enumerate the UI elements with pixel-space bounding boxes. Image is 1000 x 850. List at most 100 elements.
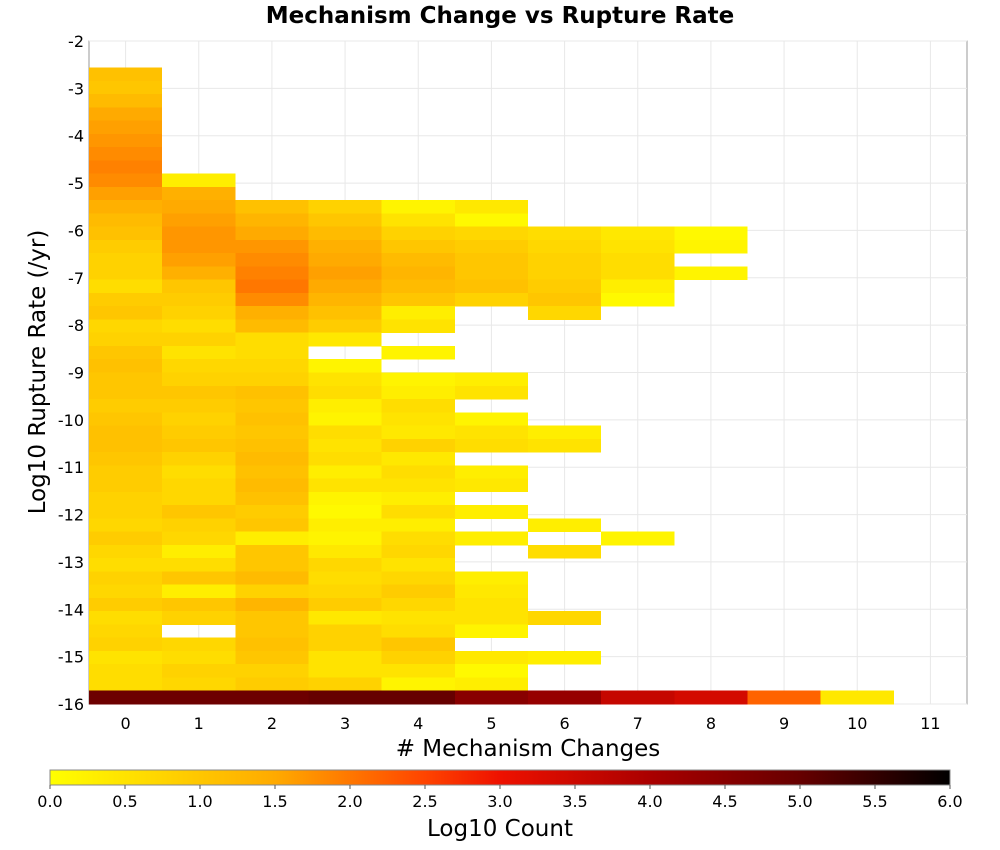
heatmap-cell (381, 239, 455, 254)
heatmap-cell (89, 147, 163, 161)
heatmap-cell (89, 306, 163, 320)
y-tick-label: -10 (58, 411, 84, 430)
heatmap-cell (162, 345, 236, 360)
heatmap-cell (308, 292, 382, 307)
heatmap-cell (308, 558, 382, 572)
heatmap-cell (89, 200, 163, 214)
heatmap-cell (454, 226, 528, 241)
colorbar-tick-label: 4.5 (712, 792, 737, 811)
y-tick-label: -9 (68, 364, 84, 383)
heatmap-cell (528, 239, 602, 254)
heatmap-cell (381, 372, 455, 387)
heatmap-cell (162, 677, 236, 692)
heatmap-cell (381, 412, 455, 426)
heatmap-cell (674, 690, 748, 705)
heatmap-cell (674, 226, 748, 241)
heatmap-cell (381, 213, 455, 228)
heatmap-cell (601, 253, 675, 267)
heatmap-cell (528, 690, 602, 705)
x-tick-label: 8 (706, 714, 716, 733)
heatmap-cell (235, 531, 309, 546)
heatmap-cell (454, 571, 528, 586)
y-tick-label: -4 (68, 127, 84, 146)
y-tick-label: -12 (58, 506, 84, 525)
heatmap-cell (454, 611, 528, 625)
heatmap-cell (528, 611, 602, 625)
heatmap-cell (235, 650, 309, 665)
y-tick-label: -3 (68, 79, 84, 98)
heatmap-cell (235, 266, 309, 281)
heatmap-cell (308, 465, 382, 479)
colorbar-tick-label: 5.5 (862, 792, 887, 811)
heatmap-cell (162, 319, 236, 334)
heatmap-cell (601, 266, 675, 281)
heatmap-cell (89, 425, 163, 440)
heatmap-cell (308, 624, 382, 639)
heatmap-cell (89, 677, 163, 692)
heatmap-cell (89, 319, 163, 334)
heatmap-cell (235, 491, 309, 506)
heatmap-cell (235, 332, 309, 347)
heatmap-cell (381, 505, 455, 519)
heatmap-cell (454, 584, 528, 599)
heatmap-cell (162, 359, 236, 373)
heatmap-cell (235, 478, 309, 493)
x-tick-label: 1 (194, 714, 204, 733)
heatmap-cell (235, 597, 309, 612)
heatmap-cell (89, 266, 163, 281)
heatmap-cell (89, 690, 163, 705)
heatmap-cell (528, 292, 602, 307)
heatmap-cell (381, 399, 455, 413)
heatmap-cell (235, 279, 309, 294)
heatmap-cell (308, 332, 382, 347)
heatmap-cell (162, 571, 236, 586)
heatmap-cell (235, 412, 309, 426)
heatmap-cell (308, 306, 382, 320)
heatmap-cell (381, 650, 455, 665)
heatmap-cell (308, 611, 382, 625)
heatmap-cell (89, 253, 163, 267)
x-tick-label: 2 (267, 714, 277, 733)
heatmap-cell (454, 677, 528, 692)
heatmap-cell (162, 226, 236, 241)
heatmap-cell (162, 173, 236, 188)
heatmap-cell (308, 372, 382, 387)
heatmap-cell (528, 438, 602, 453)
heatmap-cell (308, 253, 382, 267)
heatmap-cell (235, 319, 309, 334)
heatmap-cell (89, 94, 163, 108)
heatmap-cell (235, 306, 309, 320)
heatmap-cell (308, 385, 382, 400)
heatmap-cell (454, 292, 528, 307)
heatmap-cell (235, 438, 309, 453)
heatmap-cell (528, 253, 602, 267)
heatmap-cell (235, 544, 309, 559)
heatmap-cell (89, 332, 163, 347)
heatmap-cell (89, 531, 163, 546)
heatmap-cell (89, 372, 163, 387)
heatmap-cell (381, 558, 455, 572)
colorbar-label: Log10 Count (427, 816, 573, 842)
heatmap-cell (454, 597, 528, 612)
heatmap-cell (162, 412, 236, 426)
colorbar-tick-label: 0.0 (37, 792, 62, 811)
heatmap-cell (308, 518, 382, 533)
x-axis-ticks: 0 1 2 3 4 5 6 7 8 9 10 11 (120, 714, 940, 733)
heatmap-cell (381, 491, 455, 506)
colorbar-tick-label: 3.0 (487, 792, 512, 811)
heatmap-cell (308, 531, 382, 546)
heatmap-cell (528, 306, 602, 320)
heatmap-cell (235, 253, 309, 267)
heatmap-cell (89, 478, 163, 493)
heatmap-cell (89, 544, 163, 559)
heatmap-cell (235, 359, 309, 373)
heatmap-cell (89, 664, 163, 678)
heatmap-cell (601, 690, 675, 705)
colorbar-tick-label: 1.5 (262, 792, 287, 811)
heatmap-cell (308, 690, 382, 705)
heatmap-cell (381, 266, 455, 281)
heatmap-cell (235, 200, 309, 214)
colorbar (49, 769, 951, 786)
heatmap-cell (381, 253, 455, 267)
heatmap-cell (89, 505, 163, 519)
